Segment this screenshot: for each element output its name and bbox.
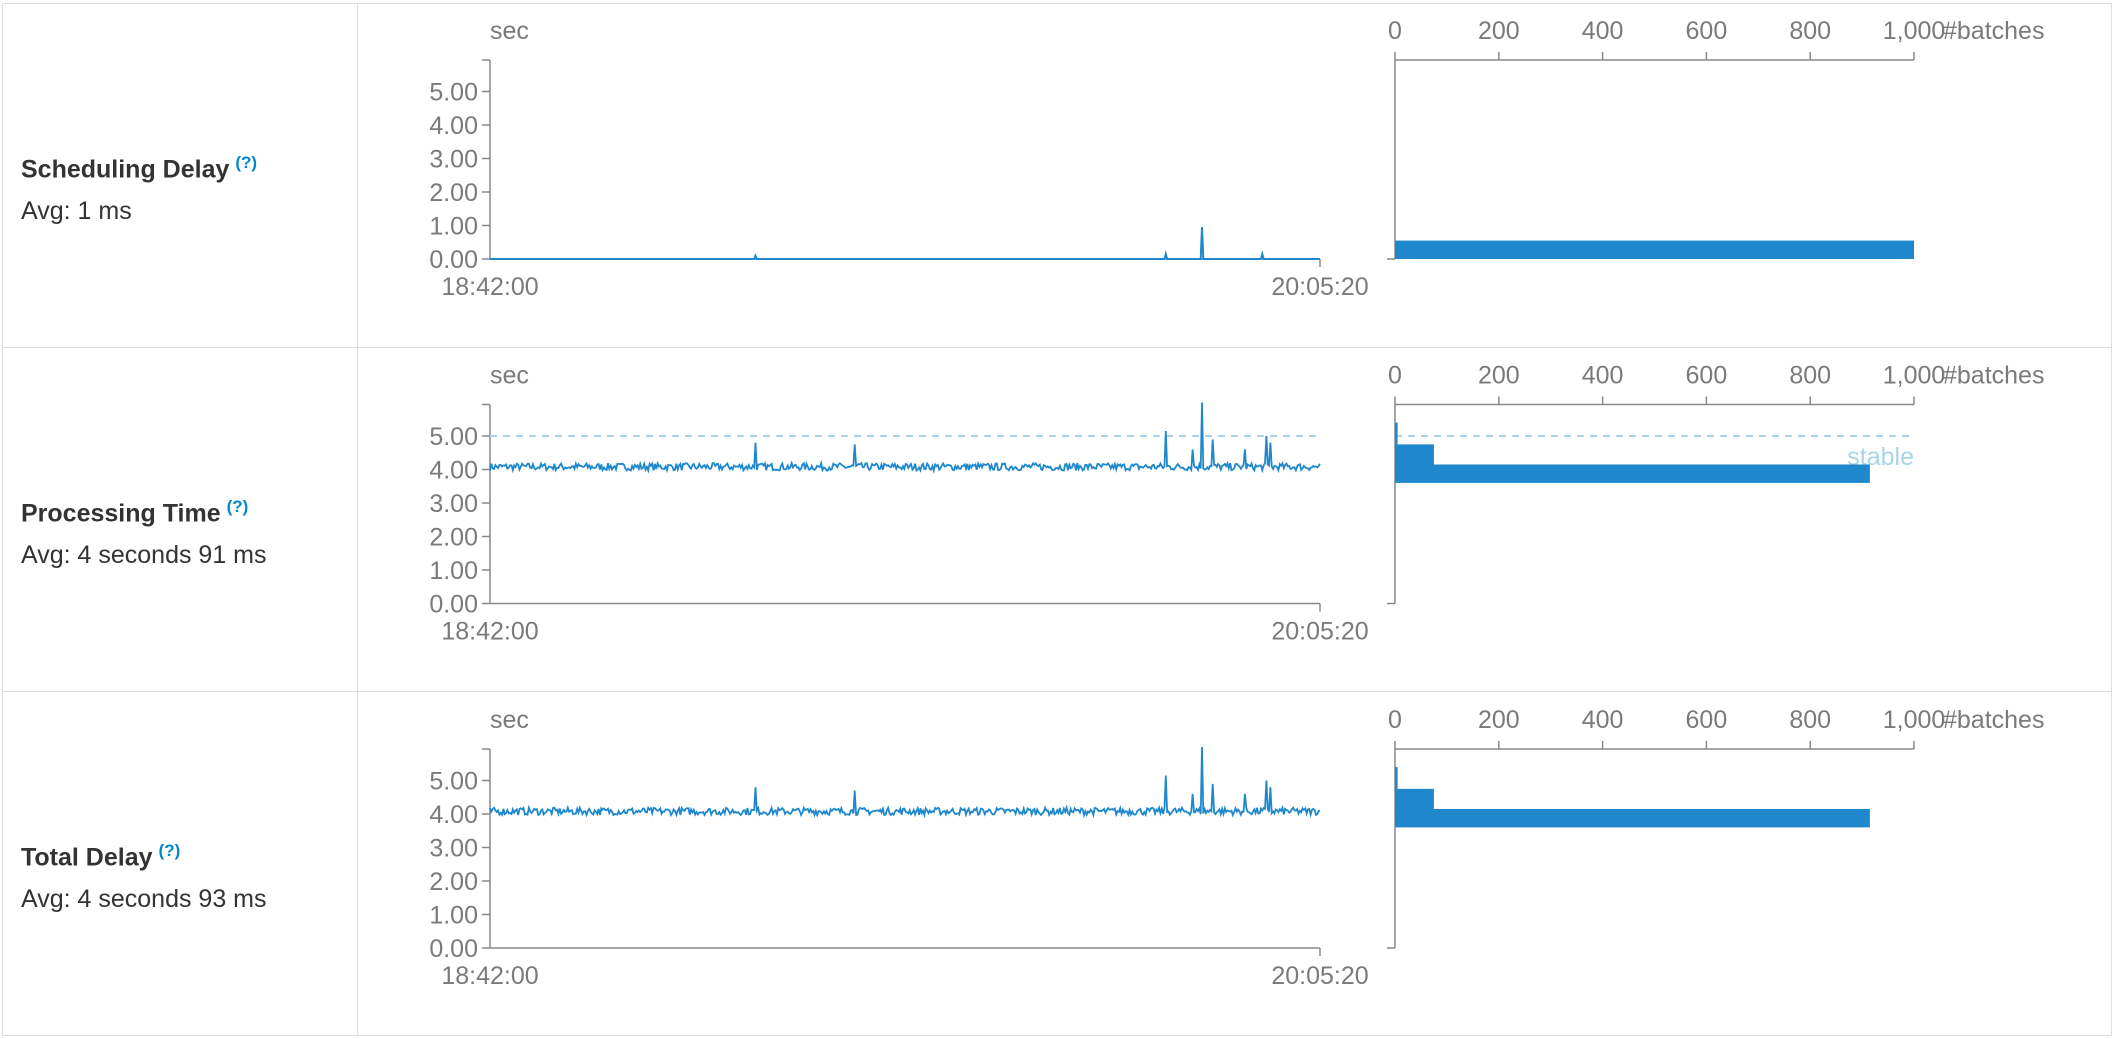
series-line <box>489 746 1321 819</box>
y-tick-label: 2.00 <box>429 524 478 552</box>
y-axis-unit-label: sec <box>490 706 529 734</box>
metric-average: Avg: 1 ms <box>21 196 132 225</box>
x-tick-label-start: 18:42:00 <box>441 273 538 301</box>
metric-title-row: Total Delay (?) <box>21 841 357 872</box>
y-axis-unit-label: sec <box>490 17 529 45</box>
y-tick-label: 4.00 <box>429 801 478 829</box>
x-tick-label-end: 20:05:20 <box>1271 962 1368 990</box>
hist-x-tick-label: 400 <box>1582 362 1624 390</box>
x-tick-label-start: 18:42:00 <box>441 618 538 646</box>
metric-title-row: Scheduling Delay (?) <box>21 153 357 184</box>
hist-x-tick-label: 800 <box>1789 17 1831 45</box>
y-tick-label: 3.00 <box>429 835 478 863</box>
y-tick-label: 1.00 <box>429 213 478 241</box>
hist-x-axis-unit-label: #batches <box>1943 706 2044 734</box>
hist-x-tick-label: 0 <box>1388 362 1402 390</box>
hist-bar <box>1395 808 1870 828</box>
y-tick-label: 2.00 <box>429 868 478 896</box>
metric-title: Scheduling Delay <box>21 155 230 184</box>
metric-row-processing-time: Processing Time (?) Avg: 4 seconds 91 ms <box>2 347 2112 692</box>
y-tick-label: 4.00 <box>429 112 478 140</box>
hist-x-tick-label: 400 <box>1582 17 1624 45</box>
hist-x-tick-label: 200 <box>1478 362 1520 390</box>
help-tooltip-icon[interactable]: (?) <box>235 153 258 173</box>
hist-x-tick-label: 200 <box>1478 706 1520 734</box>
y-tick-label: 0.00 <box>429 591 478 619</box>
y-tick-label: 5.00 <box>429 768 478 796</box>
hist-x-tick-label: 1,000 <box>1883 17 1946 45</box>
x-tick-label-start: 18:42:00 <box>441 962 538 990</box>
hist-x-tick-label: 600 <box>1686 362 1728 390</box>
hist-x-tick-label: 800 <box>1789 706 1831 734</box>
hist-x-axis-unit-label: #batches <box>1943 17 2044 45</box>
y-tick-label: 0.00 <box>429 935 478 963</box>
x-tick-label-end: 20:05:20 <box>1271 273 1368 301</box>
y-tick-label: 3.00 <box>429 146 478 174</box>
hist-x-tick-label: 800 <box>1789 362 1831 390</box>
y-tick-label: 3.00 <box>429 490 478 518</box>
y-tick-label: 4.00 <box>429 457 478 485</box>
y-tick-label: 5.00 <box>429 79 478 107</box>
hist-x-axis-unit-label: #batches <box>1943 362 2044 390</box>
hist-bar <box>1395 767 1398 789</box>
statistics-table: Scheduling Delay (?) Avg: 1 ms Processing… <box>2 3 2112 1036</box>
x-tick-label-end: 20:05:20 <box>1271 618 1368 646</box>
y-tick-label: 1.00 <box>429 557 478 585</box>
hist-x-tick-label: 0 <box>1388 17 1402 45</box>
y-axis-unit-label: sec <box>490 362 529 390</box>
y-tick-label: 1.00 <box>429 902 478 930</box>
hist-bar <box>1395 240 1914 259</box>
y-tick-label: 0.00 <box>429 246 478 274</box>
metric-average: Avg: 4 seconds 93 ms <box>21 884 267 913</box>
help-tooltip-icon[interactable]: (?) <box>158 841 181 861</box>
hist-bar <box>1395 422 1398 445</box>
metric-label-cell: Scheduling Delay (?) Avg: 1 ms <box>2 3 358 348</box>
hist-bar <box>1395 444 1434 465</box>
metric-average: Avg: 4 seconds 91 ms <box>21 540 267 569</box>
hist-bar <box>1395 464 1870 483</box>
hist-x-tick-label: 1,000 <box>1883 706 1946 734</box>
series-line <box>489 402 1321 474</box>
metric-title: Processing Time <box>21 499 221 528</box>
metric-title-row: Processing Time (?) <box>21 497 357 528</box>
hist-x-tick-label: 400 <box>1582 706 1624 734</box>
metric-label-cell: Total Delay (?) Avg: 4 seconds 93 ms <box>2 691 358 1036</box>
y-tick-label: 2.00 <box>429 179 478 207</box>
hist-x-tick-label: 200 <box>1478 17 1520 45</box>
series-line <box>490 227 1320 260</box>
metric-title: Total Delay <box>21 843 153 872</box>
hist-x-tick-label: 1,000 <box>1883 362 1946 390</box>
metric-label-cell: Processing Time (?) Avg: 4 seconds 91 ms <box>2 347 358 692</box>
y-tick-label: 5.00 <box>429 423 478 451</box>
help-tooltip-icon[interactable]: (?) <box>226 497 249 517</box>
hist-x-tick-label: 0 <box>1388 706 1402 734</box>
hist-x-tick-label: 600 <box>1686 706 1728 734</box>
hist-bar <box>1395 788 1434 809</box>
hist-x-tick-label: 600 <box>1686 17 1728 45</box>
